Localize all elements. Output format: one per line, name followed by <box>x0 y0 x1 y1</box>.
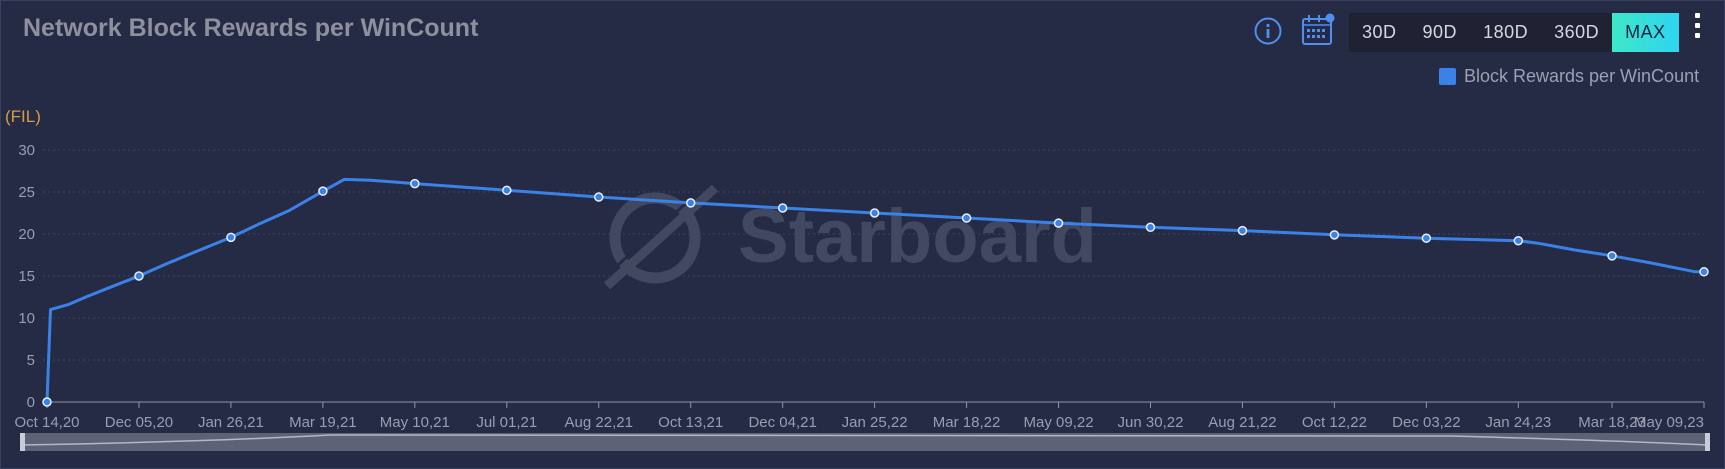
navigator-handle-right[interactable] <box>1705 433 1710 451</box>
range-button-360d[interactable]: 360D <box>1554 22 1600 42</box>
navigator-series <box>21 434 1709 446</box>
range-navigator <box>20 433 1710 451</box>
range-selector: 30D 90D 180D 360D MAX <box>1349 13 1679 52</box>
data-point[interactable] <box>1421 233 1432 243</box>
x-tick-label: Aug 22,21 <box>565 414 633 431</box>
data-point[interactable] <box>685 198 696 208</box>
x-tick-label: Dec 05,20 <box>105 414 173 431</box>
data-point[interactable] <box>502 185 512 196</box>
x-tick-label: Jan 25,22 <box>842 414 908 431</box>
navigator-handle-left[interactable] <box>20 433 25 451</box>
data-point[interactable] <box>1329 230 1340 240</box>
y-axis-unit: (FIL) <box>5 107 41 126</box>
data-point[interactable] <box>1053 218 1064 228</box>
y-tick-label: 30 <box>18 142 35 159</box>
range-button-90d[interactable]: 90D <box>1422 22 1458 42</box>
range-button-max[interactable]: MAX <box>1612 13 1679 52</box>
data-point[interactable] <box>42 397 52 407</box>
legend-label: Block Rewards per WinCount <box>1464 66 1700 86</box>
data-point[interactable] <box>226 232 236 243</box>
data-point[interactable] <box>593 192 604 202</box>
y-tick-label: 0 <box>27 394 35 411</box>
range-button-30d[interactable]: 30D <box>1362 22 1397 42</box>
data-point[interactable] <box>134 271 144 281</box>
data-point[interactable] <box>1145 222 1156 233</box>
legend-item[interactable]: Block Rewards per WinCount <box>1439 66 1699 87</box>
x-tick-label: Oct 12,22 <box>1302 414 1367 431</box>
x-tick-label: Dec 03,22 <box>1392 414 1460 431</box>
data-point[interactable] <box>1607 251 1617 261</box>
x-tick-label: May 09,22 <box>1024 414 1094 431</box>
x-tick-label: Jan 26,21 <box>198 414 264 431</box>
kebab-menu-icon[interactable] <box>1690 13 1704 45</box>
data-point[interactable] <box>410 178 420 189</box>
x-tick-label: Jun 30,22 <box>1118 414 1184 431</box>
data-point[interactable] <box>777 203 788 213</box>
data-point[interactable] <box>1237 225 1248 236</box>
y-tick-label: 20 <box>18 226 35 243</box>
calendar-icon[interactable] <box>1300 13 1336 47</box>
chart-title: Network Block Rewards per WinCount <box>23 14 479 42</box>
y-tick-label: 5 <box>27 352 35 369</box>
range-button-180d[interactable]: 180D <box>1483 22 1529 42</box>
data-point[interactable] <box>961 213 972 223</box>
watermark-text: Starboard <box>738 194 1097 279</box>
x-tick-label: Aug 21,22 <box>1208 414 1276 431</box>
data-point[interactable] <box>318 186 328 196</box>
y-tick-label: 10 <box>18 310 35 327</box>
x-tick-label: Dec 04,21 <box>748 414 816 431</box>
x-tick-label: Mar 18,22 <box>933 414 1001 431</box>
x-tick-label: Jul 01,21 <box>476 414 537 431</box>
x-tick-label: May 10,21 <box>380 414 450 431</box>
legend-swatch <box>1439 68 1456 85</box>
y-tick-label: 25 <box>18 184 35 201</box>
x-tick-label: May 09,23 <box>1634 414 1704 431</box>
data-point[interactable] <box>1513 235 1524 246</box>
data-point[interactable] <box>869 208 880 218</box>
data-point[interactable] <box>1699 267 1709 277</box>
y-tick-label: 15 <box>18 268 35 285</box>
navigator-window[interactable] <box>22 433 1708 451</box>
x-tick-label: Oct 13,21 <box>658 414 723 431</box>
x-tick-label: Mar 18,23 <box>1578 414 1646 431</box>
info-icon[interactable] <box>1253 16 1283 46</box>
x-tick-label: Jan 24,23 <box>1485 414 1551 431</box>
x-tick-label: Oct 14,20 <box>14 414 79 431</box>
x-tick-label: Mar 19,21 <box>289 414 357 431</box>
